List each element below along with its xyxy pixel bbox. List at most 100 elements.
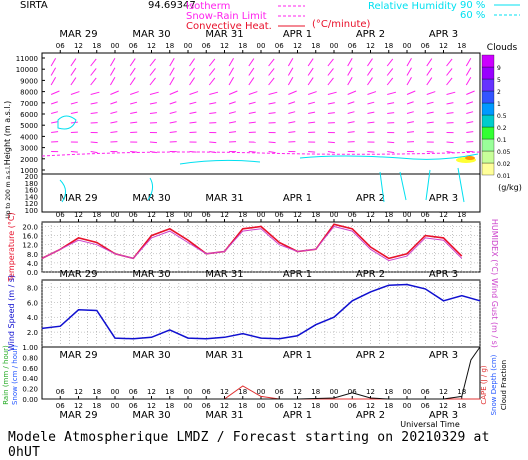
- wind-arrow: [110, 68, 115, 76]
- hour-tick-label: 12: [439, 388, 448, 396]
- hour-tick-label-bottom: 00: [403, 402, 412, 410]
- hour-tick-label: 06: [56, 388, 65, 396]
- hour-tick-label: 06: [275, 388, 284, 396]
- wind-arrow: [427, 78, 432, 85]
- hour-tick-label-bottom: 06: [129, 402, 138, 410]
- hour-tick-label: 18: [457, 42, 466, 50]
- hour-tick-label: 06: [348, 211, 357, 219]
- hour-tick-label: 18: [238, 211, 247, 219]
- hour-tick-label: 06: [129, 42, 138, 50]
- hour-tick-label-bottom: 00: [330, 402, 339, 410]
- wind-arrow: [328, 142, 335, 143]
- wind-arrow: [91, 78, 97, 85]
- cloud-legend-swatch: [482, 139, 494, 151]
- wind-arrow: [288, 132, 295, 133]
- hour-tick-label: 18: [311, 388, 320, 396]
- gust-ylabel: Wind Gust (m / s): [490, 278, 499, 348]
- wind-arrow: [288, 77, 293, 85]
- day-label: APR 3: [429, 350, 458, 361]
- wind-arrow: [209, 142, 216, 143]
- wind-arrow: [288, 112, 295, 114]
- wind-arrow: [367, 59, 372, 66]
- hour-tick-label: 00: [111, 211, 120, 219]
- hour-tick-label: 18: [384, 388, 393, 396]
- hour-tick-label-bottom: 12: [74, 402, 83, 410]
- day-label: APR 2: [356, 410, 385, 421]
- precip-tick: 0.40: [22, 375, 38, 383]
- cloud-legend-swatch: [482, 79, 494, 91]
- wind-arrow: [328, 113, 335, 114]
- wind-arrow: [51, 122, 58, 123]
- snow-ylabel: Snow (cm / hour): [11, 345, 19, 405]
- wind-arrow: [269, 78, 275, 85]
- day-label: APR 1: [283, 350, 312, 361]
- wind-arrow: [190, 78, 195, 85]
- cloud-legend-swatch: [482, 91, 494, 103]
- wind-arrow: [348, 102, 355, 104]
- hour-tick-label: 18: [311, 211, 320, 219]
- temperature-series-0: [42, 224, 462, 258]
- wind-arrow: [51, 102, 58, 104]
- wind-arrow: [110, 77, 115, 85]
- wind-arrow: [407, 122, 414, 123]
- wind-arrow: [269, 68, 275, 75]
- wind-arrow: [269, 142, 276, 143]
- height-tick-low: 100: [25, 207, 38, 215]
- hour-tick-label: 12: [366, 42, 375, 50]
- wind-arrow: [71, 152, 78, 153]
- hour-tick-label: 00: [330, 388, 339, 396]
- day-label: MAR 29: [59, 350, 97, 361]
- wind-arrow: [407, 91, 415, 95]
- isotherm-line: [42, 152, 480, 156]
- wind-arrow: [367, 92, 376, 95]
- wind-arrow: [130, 102, 137, 104]
- wind-arrow: [91, 92, 100, 94]
- wind-arrow: [387, 113, 394, 114]
- hour-tick-label-bottom: 12: [366, 402, 375, 410]
- wind-arrow: [447, 113, 454, 114]
- hour-tick-label-bottom: 18: [92, 402, 101, 410]
- wind-arrow: [209, 59, 215, 66]
- hour-tick-label: 12: [147, 388, 156, 396]
- day-label: APR 2: [356, 193, 385, 204]
- wind-arrow: [466, 102, 473, 104]
- hour-tick-label-bottom: 18: [165, 402, 174, 410]
- wind-arrow: [110, 91, 118, 95]
- hour-tick-label: 06: [56, 211, 65, 219]
- meteogram-svg: SIRTA 94.69347 Isotherm Snow-Rain Limit …: [0, 0, 528, 450]
- wind-arrow: [229, 58, 234, 66]
- hour-tick-label: 12: [74, 388, 83, 396]
- day-label: MAR 29: [59, 29, 97, 40]
- hour-tick-label-bottom: 00: [111, 402, 120, 410]
- wind-arrow: [71, 102, 78, 104]
- temperature-tick: 16.0: [22, 233, 38, 241]
- cloud-legend-level: 5: [497, 77, 501, 84]
- hour-tick-label: 12: [220, 42, 229, 50]
- hour-tick-label-bottom: 06: [421, 402, 430, 410]
- hour-tick-label: 18: [384, 42, 393, 50]
- day-label: MAR 31: [205, 193, 243, 204]
- wind-arrow: [387, 103, 394, 104]
- hour-tick-label: 06: [202, 388, 211, 396]
- wind-arrow: [91, 68, 97, 75]
- site-name: SIRTA: [20, 0, 48, 11]
- wind-arrow: [51, 68, 56, 76]
- wind-arrow: [407, 102, 414, 104]
- height-tick: 11000: [16, 55, 38, 63]
- wind-arrow: [71, 112, 78, 113]
- forecast-footer: Modele Atmospherique LMDZ / Forecast sta…: [8, 430, 528, 460]
- wind-arrow: [308, 68, 313, 75]
- hour-tick-label: 18: [311, 42, 320, 50]
- precip-tick: 1.00: [22, 344, 38, 352]
- wind-arrow: [190, 102, 197, 104]
- wind-arrow: [249, 78, 254, 85]
- wind-arrow: [91, 113, 98, 114]
- height-ylabel: Height (m a.s.l.): [3, 101, 12, 166]
- wind-arrow: [387, 59, 393, 66]
- wind-arrow: [269, 92, 278, 94]
- day-label: MAR 30: [132, 193, 170, 204]
- wind-arrow: [130, 122, 137, 123]
- wind-arrow: [150, 142, 157, 143]
- wind-arrow: [150, 78, 156, 85]
- height-tick: 3000: [20, 145, 38, 153]
